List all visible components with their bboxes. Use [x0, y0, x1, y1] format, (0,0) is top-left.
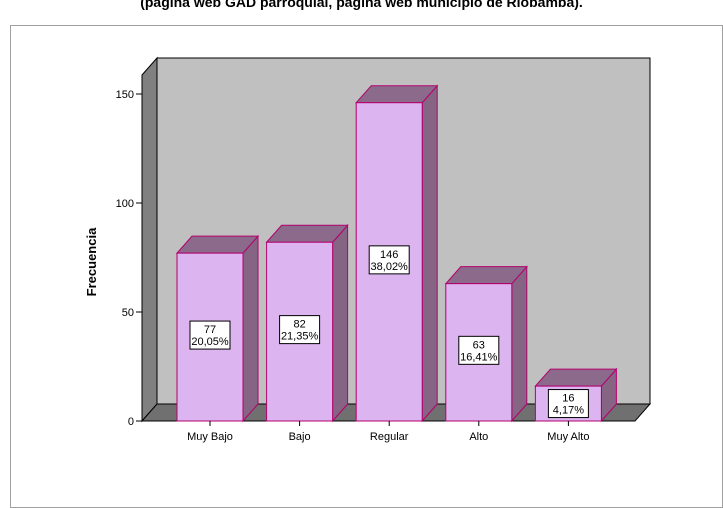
x-tick-label: Alto — [469, 431, 488, 443]
bar-side — [511, 265, 528, 423]
data-label-percent: 4,17% — [553, 405, 584, 417]
bar: 164,17% — [534, 367, 618, 423]
data-label-box — [368, 245, 410, 275]
x-tick-label: Bajo — [289, 431, 311, 443]
data-label-percent: 21,35% — [281, 331, 319, 343]
bar-top — [355, 85, 439, 104]
data-label-count: 82 — [293, 319, 305, 331]
data-label-count: 16 — [562, 393, 574, 405]
y-axis-label: Frecuencia — [84, 227, 99, 296]
y-tick-label: 50 — [122, 307, 134, 319]
bar-top — [444, 266, 528, 285]
bar-side — [332, 223, 349, 423]
x-tick-label: Muy Bajo — [187, 431, 233, 443]
x-tick-label: Regular — [370, 431, 409, 443]
bar-top — [534, 368, 618, 387]
data-label-box — [547, 389, 589, 419]
bar-side — [242, 234, 259, 423]
data-label-box — [279, 315, 321, 345]
data-label-percent: 38,02% — [371, 261, 409, 273]
data-label-percent: 16,41% — [460, 351, 498, 363]
chart-title: (página web GAD parroquial, página web m… — [140, 0, 583, 10]
plot-left-wall — [141, 56, 158, 423]
bar-top — [175, 235, 260, 254]
data-label-count: 63 — [473, 339, 485, 351]
data-label-box — [458, 335, 500, 365]
bar-top — [265, 224, 349, 243]
data-label-percent: 20,05% — [191, 336, 229, 348]
data-label-count: 77 — [204, 324, 216, 336]
data-label-count: 146 — [380, 249, 398, 261]
y-tick-label: 150 — [116, 89, 134, 101]
y-tick-label: 100 — [116, 198, 134, 210]
data-label-box — [189, 320, 231, 350]
x-tick-label: Muy Alto — [547, 431, 589, 443]
bar-side — [421, 84, 438, 423]
y-tick-label: 0 — [128, 416, 134, 428]
